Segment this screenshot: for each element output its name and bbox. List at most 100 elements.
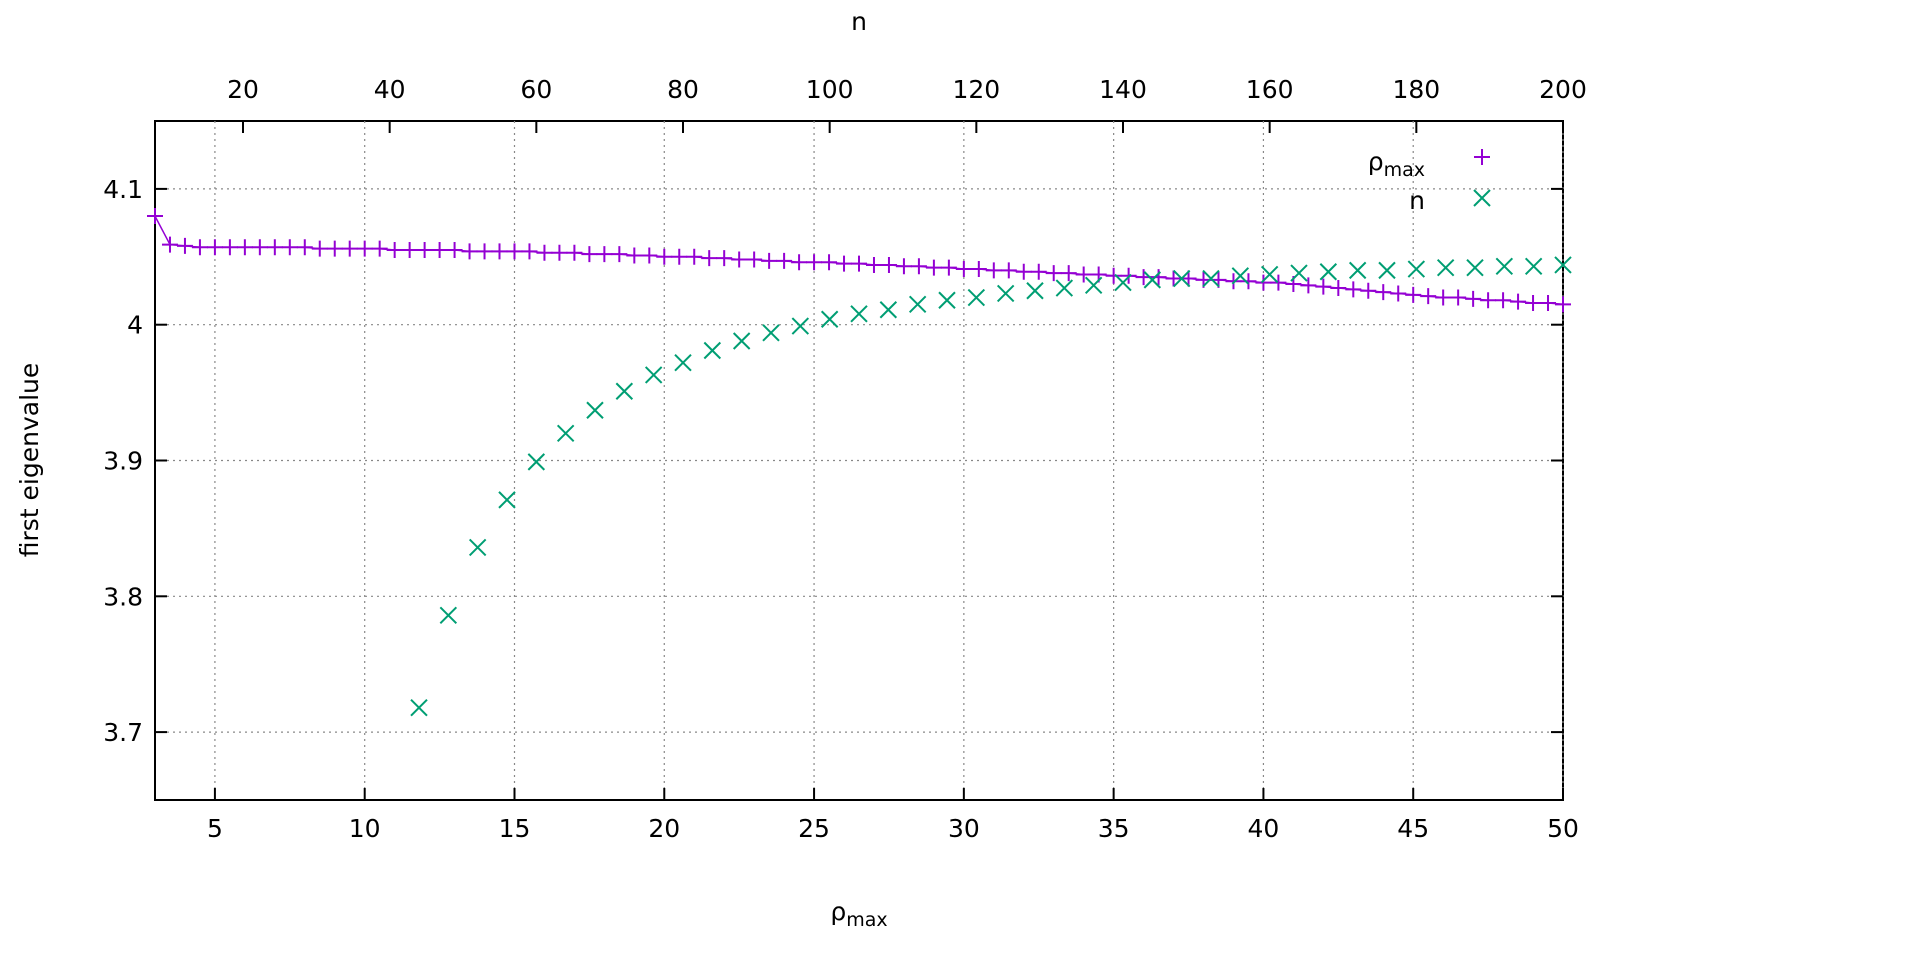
data-point-rho-max (970, 261, 987, 278)
data-point-rho-max (836, 255, 853, 272)
data-point-rho-max (806, 254, 823, 271)
data-point-rho-max (1495, 292, 1512, 309)
data-point-rho-max (251, 239, 268, 256)
data-point-rho-max (236, 239, 253, 256)
data-point-rho-max (1075, 266, 1092, 283)
data-point-rho-max (401, 242, 418, 259)
y-tick-label: 4 (127, 311, 143, 340)
ticks (155, 121, 1564, 800)
x-tick-label: 40 (1248, 814, 1280, 843)
data-point-rho-max (1450, 289, 1467, 306)
data-point-rho-max (1360, 282, 1377, 299)
data-point-n (908, 295, 927, 314)
data-point-rho-max (686, 248, 703, 265)
data-point-rho-max (791, 254, 808, 271)
y-tick-label: 3.9 (103, 447, 143, 476)
y-tick-label: 3.8 (103, 582, 143, 611)
data-point-n (1436, 258, 1455, 277)
series-0 (147, 208, 1571, 313)
data-point-rho-max (1300, 277, 1317, 294)
data-point-rho-max (386, 242, 403, 259)
x2-tick-label: 160 (1246, 75, 1294, 104)
grid (155, 121, 1564, 800)
data-point-rho-max (491, 243, 508, 260)
data-point-n (850, 305, 868, 323)
data-point-rho-max (1270, 274, 1287, 291)
data-point-n (1260, 265, 1279, 284)
data-point-rho-max (1540, 294, 1557, 311)
data-point-n (1114, 273, 1132, 292)
data-point-n (1172, 269, 1191, 288)
data-point-rho-max (1165, 270, 1182, 287)
data-point-rho-max (176, 237, 193, 254)
data-point-rho-max (701, 250, 718, 267)
data-point-n (1524, 257, 1543, 276)
data-point-rho-max (341, 240, 358, 257)
data-point-n (1026, 282, 1044, 300)
data-point-rho-max (1525, 294, 1542, 311)
data-point-n (1466, 258, 1484, 277)
x-tick-label: 50 (1547, 814, 1579, 843)
y-tick-label: 4.1 (103, 175, 143, 204)
data-point-rho-max (1510, 293, 1527, 310)
data-point-n (1290, 264, 1308, 282)
x-tick-label: 25 (798, 814, 830, 843)
data-point-rho-max (1180, 270, 1197, 287)
data-point-rho-max (746, 251, 763, 268)
data-point-rho-max (910, 258, 927, 275)
x2-tick-label: 60 (520, 75, 552, 104)
x2-tick-label: 180 (1392, 75, 1440, 104)
data-point-rho-max (626, 247, 643, 264)
data-point-rho-max (955, 261, 972, 278)
x-axis-label-sub: max (846, 909, 887, 931)
legend-label-rho-max: ρmax (1368, 147, 1425, 181)
data-point-rho-max (521, 243, 538, 260)
data-point-rho-max (1420, 288, 1437, 305)
data-point-rho-max (221, 239, 238, 256)
data-point-rho-max (431, 242, 448, 259)
data-point-rho-max (191, 239, 208, 256)
series (147, 208, 1572, 717)
data-point-rho-max (506, 243, 523, 260)
data-point-rho-max (985, 262, 1002, 279)
x-axis-label: ρmax (830, 897, 887, 931)
data-point-n (644, 366, 663, 384)
data-point-rho-max (1030, 263, 1047, 280)
legend-marker-cross (1473, 189, 1491, 207)
data-point-rho-max (611, 246, 628, 263)
data-point-n (468, 538, 487, 557)
data-point-rho-max (551, 244, 568, 261)
data-point-rho-max (1465, 290, 1482, 307)
data-point-rho-max (206, 239, 223, 256)
legend-label-rho-sub: max (1384, 159, 1425, 181)
data-point-rho-max (1405, 286, 1422, 303)
data-point-n (1407, 260, 1426, 278)
data-point-n (703, 341, 722, 360)
data-point-rho-max (656, 248, 673, 265)
data-point-rho-max (641, 247, 658, 264)
data-point-n (1055, 279, 1074, 297)
x-tick-label: 30 (948, 814, 980, 843)
data-point-rho-max (1555, 296, 1571, 313)
data-point-rho-max (371, 240, 388, 257)
data-point-n (879, 301, 898, 319)
data-point-n (586, 401, 604, 419)
data-point-n (1378, 261, 1396, 280)
data-point-rho-max (880, 256, 897, 273)
data-point-rho-max (1105, 267, 1122, 284)
data-point-rho-max (461, 243, 478, 260)
data-point-n (674, 354, 692, 372)
data-point-rho-max (1150, 269, 1167, 286)
x2-tick-label: 200 (1539, 75, 1587, 104)
data-point-rho-max (1315, 278, 1332, 295)
data-point-rho-max (1480, 292, 1497, 309)
data-point-n (1554, 256, 1572, 274)
data-point-n (527, 453, 546, 471)
data-point-rho-max (1435, 289, 1452, 306)
data-point-rho-max (1375, 284, 1392, 301)
x-tick-label: 35 (1098, 814, 1130, 843)
series-1 (410, 256, 1572, 717)
x-tick-label: 15 (499, 814, 531, 843)
data-point-rho-max (1255, 274, 1272, 291)
